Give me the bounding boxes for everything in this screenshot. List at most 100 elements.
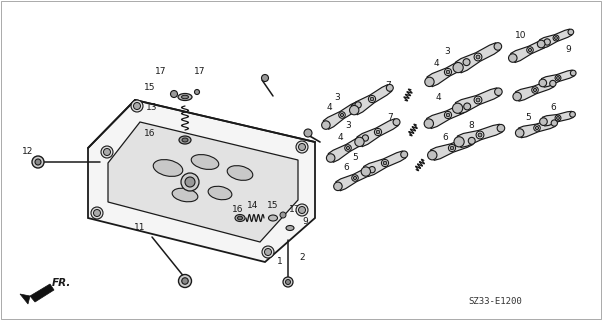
Circle shape <box>374 128 382 136</box>
Polygon shape <box>541 70 574 87</box>
Circle shape <box>539 118 547 125</box>
Text: SZ33-E1200: SZ33-E1200 <box>468 298 522 307</box>
Circle shape <box>450 146 454 150</box>
Circle shape <box>444 111 452 119</box>
Text: 14: 14 <box>247 201 259 210</box>
Polygon shape <box>455 43 500 73</box>
Circle shape <box>533 88 536 92</box>
Text: 3: 3 <box>345 122 351 131</box>
Polygon shape <box>542 111 573 126</box>
Polygon shape <box>518 120 555 138</box>
Text: 5: 5 <box>352 153 358 162</box>
Polygon shape <box>430 137 473 160</box>
Text: 17: 17 <box>289 205 301 214</box>
Circle shape <box>296 141 308 153</box>
Text: 15: 15 <box>267 201 279 210</box>
Circle shape <box>353 176 356 180</box>
Circle shape <box>444 68 452 76</box>
Circle shape <box>568 29 574 35</box>
Text: 17: 17 <box>194 68 206 76</box>
Circle shape <box>425 77 434 86</box>
Circle shape <box>346 147 350 149</box>
Text: 16: 16 <box>144 130 156 139</box>
Text: 4: 4 <box>337 133 343 142</box>
Ellipse shape <box>286 226 294 230</box>
Polygon shape <box>364 151 406 177</box>
Circle shape <box>91 207 103 219</box>
Ellipse shape <box>35 159 41 165</box>
Circle shape <box>476 131 484 139</box>
Circle shape <box>262 246 274 258</box>
Circle shape <box>304 129 312 137</box>
Polygon shape <box>427 103 469 129</box>
Circle shape <box>529 48 532 52</box>
Circle shape <box>427 150 437 160</box>
Text: 7: 7 <box>385 81 391 90</box>
Text: 12: 12 <box>22 148 34 156</box>
Circle shape <box>134 102 140 109</box>
Circle shape <box>376 130 380 134</box>
Text: 4: 4 <box>435 92 441 101</box>
Text: 3: 3 <box>444 47 450 57</box>
Circle shape <box>453 62 463 73</box>
Circle shape <box>104 148 111 156</box>
Circle shape <box>476 98 480 102</box>
Circle shape <box>424 119 433 128</box>
Ellipse shape <box>238 216 243 220</box>
Circle shape <box>339 112 346 118</box>
Circle shape <box>539 79 547 87</box>
Circle shape <box>532 87 538 93</box>
Circle shape <box>474 53 482 61</box>
Ellipse shape <box>154 160 183 176</box>
Polygon shape <box>328 135 367 162</box>
Text: 13: 13 <box>146 103 158 113</box>
Circle shape <box>513 92 521 101</box>
Circle shape <box>463 59 470 66</box>
Ellipse shape <box>208 186 232 200</box>
Circle shape <box>557 76 559 79</box>
Polygon shape <box>427 59 468 87</box>
Circle shape <box>555 115 561 121</box>
Ellipse shape <box>191 155 219 170</box>
Circle shape <box>345 145 351 151</box>
Ellipse shape <box>179 136 191 144</box>
Text: 9: 9 <box>565 45 571 54</box>
Circle shape <box>464 103 471 110</box>
Text: FR.: FR. <box>52 278 72 288</box>
Circle shape <box>515 129 524 137</box>
Circle shape <box>101 146 113 158</box>
Polygon shape <box>352 84 392 115</box>
Circle shape <box>557 116 559 119</box>
Text: 7: 7 <box>387 113 393 122</box>
Circle shape <box>454 137 464 147</box>
Circle shape <box>355 102 361 108</box>
Polygon shape <box>539 29 572 48</box>
Circle shape <box>362 135 368 141</box>
Circle shape <box>554 36 557 39</box>
Circle shape <box>334 182 342 191</box>
Text: 2: 2 <box>299 253 305 262</box>
Text: 17: 17 <box>155 68 167 76</box>
Ellipse shape <box>181 95 188 99</box>
Circle shape <box>448 144 456 152</box>
Circle shape <box>393 119 400 126</box>
Ellipse shape <box>235 214 245 221</box>
Circle shape <box>326 154 335 162</box>
Text: 4: 4 <box>326 102 332 111</box>
Text: 6: 6 <box>343 164 349 172</box>
Circle shape <box>368 95 376 103</box>
Polygon shape <box>357 119 399 147</box>
Circle shape <box>534 125 540 131</box>
Circle shape <box>570 70 576 76</box>
Polygon shape <box>20 294 30 304</box>
Circle shape <box>264 249 272 255</box>
Circle shape <box>280 212 286 218</box>
Circle shape <box>261 75 268 82</box>
Ellipse shape <box>285 279 291 284</box>
Circle shape <box>509 54 517 62</box>
Polygon shape <box>30 284 54 302</box>
Polygon shape <box>458 124 502 148</box>
Circle shape <box>553 35 559 41</box>
Circle shape <box>550 80 556 87</box>
Text: 4: 4 <box>433 59 439 68</box>
